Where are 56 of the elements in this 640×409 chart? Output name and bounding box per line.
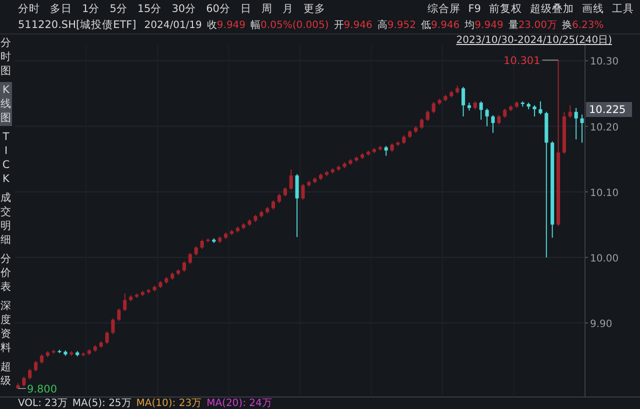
text: K线图: [0, 84, 12, 124]
y-tick-label: 10.30: [590, 56, 619, 68]
candlestick: [117, 308, 121, 322]
text: 成交明细: [0, 191, 12, 246]
candlestick: [568, 104, 572, 118]
text: 分时 多日 1分 5分 15分 30分 60分 日 周 月 更多: [18, 3, 326, 15]
text: 2024/01/19 收9.949 幅0.05%(0.005) 开9.946 高9.952 低9.946 均9.949 量23.00万 换6.23%: [144, 20, 604, 31]
candlestick: [283, 186, 287, 197]
candlestick: [40, 354, 44, 364]
candlestick: [111, 318, 115, 335]
candlestick: [580, 114, 584, 144]
text: MA(20): 24万: [206, 398, 272, 409]
candlestick: [28, 368, 32, 380]
candlestick: [272, 200, 276, 210]
candlestick: [34, 360, 38, 372]
y-tick-label: 10.10: [590, 188, 619, 199]
chart-title: 511220.SH[城投债ETF]: [18, 18, 136, 31]
annotation: 10.301: [504, 55, 540, 68]
candlestick: [295, 174, 299, 238]
text: MA(5): 25万: [72, 398, 132, 409]
candlestick: [420, 118, 424, 130]
text: 超级: [0, 361, 12, 387]
annotation: 2023/10/30-2024/10/25(240日): [456, 35, 612, 46]
candlestick: [462, 86, 466, 117]
candlestick: [538, 100, 542, 115]
candlestick: [277, 193, 281, 204]
candlestick: [574, 107, 578, 140]
text: MA(10): 23万: [136, 398, 202, 409]
candlestick: [532, 104, 536, 117]
y-tick-label: 10.20: [590, 122, 619, 134]
text: 10.225: [589, 104, 626, 116]
candlestick: [105, 330, 109, 344]
candlestick: [188, 252, 192, 264]
candlestick: [491, 114, 495, 134]
text: TICK: [2, 131, 11, 185]
candlestick: [194, 246, 198, 256]
candlestick: [479, 100, 483, 120]
candlestick: [289, 169, 293, 190]
candlestick: [485, 108, 489, 127]
candlestick: [426, 110, 430, 122]
y-tick-label: 9.90: [590, 318, 612, 330]
y-tick-label: 10.00: [590, 253, 619, 264]
text: 综合屏 F9 前复权 超级叠加 画线 工具: [427, 2, 634, 15]
candlestick: [200, 239, 204, 250]
text: 分时图: [0, 37, 12, 77]
candlestick: [497, 114, 501, 125]
candlestick: [22, 376, 26, 388]
text: 分价表: [0, 253, 12, 293]
candlestick: [432, 102, 436, 114]
candlestick: [301, 183, 305, 200]
text: VOL: 23万: [18, 398, 68, 409]
candlestick: [123, 292, 127, 312]
candlestick: [503, 108, 507, 118]
text: 深度资料: [0, 300, 12, 354]
candlestick: [182, 260, 186, 272]
annotation: 9.800: [26, 383, 58, 396]
